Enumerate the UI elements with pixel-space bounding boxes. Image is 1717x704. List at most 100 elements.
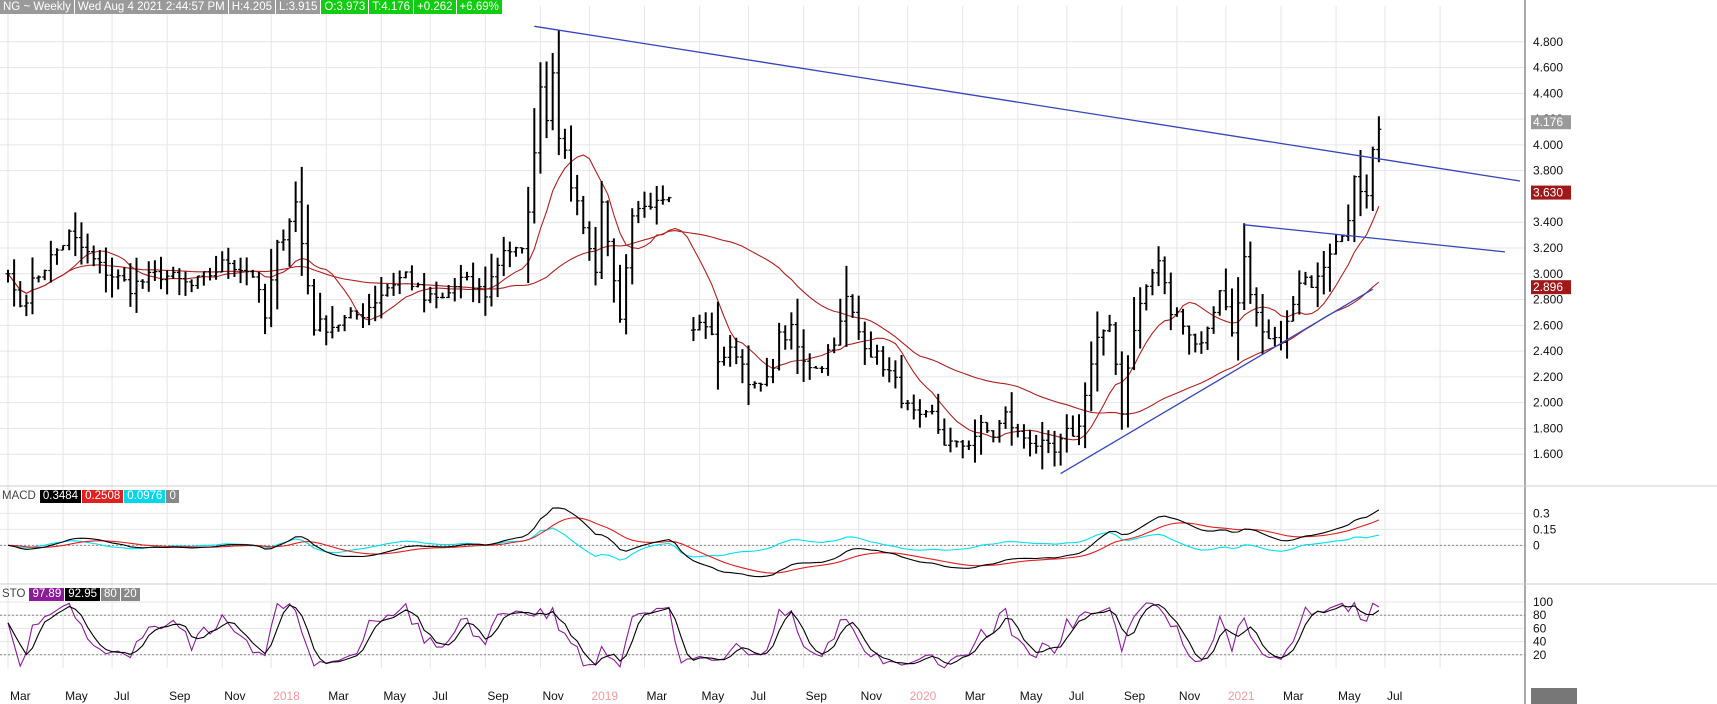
- price-bar: [170, 266, 176, 279]
- ma-long-tag: 2.896: [1533, 280, 1563, 294]
- price-bar: [574, 174, 580, 216]
- price-bar: [1198, 331, 1204, 354]
- price-bar: [544, 61, 550, 139]
- price-bar: [1009, 392, 1015, 446]
- x-axis-label: May: [1338, 689, 1361, 703]
- price-bar: [801, 329, 807, 382]
- price-bar: [1156, 246, 1162, 287]
- price-bar: [525, 186, 531, 284]
- x-axis-label: May: [65, 689, 88, 703]
- grid: [0, 6, 1525, 668]
- price-bar: [164, 270, 170, 295]
- x-axis-label: May: [383, 689, 406, 703]
- price-bar: [134, 257, 140, 313]
- x-axis-label: Sep: [487, 689, 509, 703]
- price-bar: [152, 260, 158, 281]
- sto-tick-label: 20: [1533, 648, 1547, 662]
- price-bar: [1021, 424, 1027, 449]
- price-bar: [256, 271, 262, 303]
- price-bar: [195, 275, 201, 289]
- price-bar: [207, 267, 213, 281]
- x-axis-label: Mar: [10, 689, 31, 703]
- price-bar: [72, 212, 78, 257]
- price-bar: [1211, 306, 1217, 334]
- low-label: L:3.915: [275, 0, 321, 14]
- price-bar: [1033, 434, 1039, 454]
- change-pct-label: +6.69%: [456, 0, 502, 14]
- sto-lower-value: 20: [120, 587, 140, 601]
- ma-long-tag-bg: [1531, 280, 1571, 295]
- symbol-label[interactable]: NG ~ Weekly: [0, 0, 74, 14]
- price-bar: [1131, 297, 1137, 371]
- price-bar: [1070, 415, 1076, 437]
- price-bar: [1143, 284, 1149, 311]
- macd-label: MACD: [2, 490, 36, 502]
- price-bar: [1247, 241, 1253, 304]
- price-bar: [1235, 277, 1241, 361]
- price-bar: [580, 195, 586, 235]
- price-bar: [427, 286, 433, 304]
- price-bar: [568, 125, 574, 202]
- price-bar: [923, 409, 929, 418]
- price-bar: [1333, 234, 1339, 255]
- x-axis-label: Mar: [965, 689, 986, 703]
- price-bar: [397, 270, 403, 295]
- price-bar: [641, 191, 647, 218]
- price-bar: [140, 279, 146, 289]
- price-bar: [629, 208, 635, 285]
- price-tick-label: 4.400: [1533, 86, 1563, 100]
- price-bar: [415, 282, 421, 288]
- price-bar: [1119, 351, 1125, 430]
- price-bar: [746, 345, 752, 406]
- price-tick-label: 2.400: [1533, 344, 1563, 358]
- price-bar: [366, 293, 372, 326]
- price-bar: [880, 346, 886, 377]
- price-bar: [458, 264, 464, 299]
- price-bar: [1229, 288, 1235, 337]
- price-bar: [91, 245, 97, 267]
- price-bar: [917, 399, 923, 428]
- price-bar: [831, 337, 837, 354]
- x-axis-label: May: [1020, 689, 1043, 703]
- price-bar: [770, 358, 776, 384]
- price-bar: [1241, 223, 1247, 311]
- price-bar: [1266, 319, 1272, 340]
- price-bar: [60, 244, 66, 251]
- price-bar: [213, 255, 219, 280]
- price-bar: [837, 298, 843, 346]
- price-bar: [201, 271, 207, 286]
- price-bar: [1302, 271, 1308, 286]
- x-axis-label: Jul: [1387, 689, 1402, 703]
- price-bar: [892, 360, 898, 389]
- x-axis-label: 2019: [591, 689, 618, 703]
- price-bar: [794, 298, 800, 374]
- price-bar: [905, 400, 911, 411]
- price-bar: [947, 427, 953, 453]
- price-bar: [1364, 174, 1370, 209]
- price-bar: [899, 355, 905, 409]
- price-bar: [1058, 433, 1064, 466]
- last-price-tag-bg: [1531, 115, 1571, 130]
- price-tick-label: 2.600: [1533, 318, 1563, 332]
- price-bar: [250, 269, 256, 278]
- price-bar: [66, 229, 72, 251]
- sto-label: STO: [2, 588, 26, 600]
- price-bar: [984, 421, 990, 433]
- price-bar: [1162, 256, 1168, 295]
- x-axis-label: May: [702, 689, 725, 703]
- price-bar: [513, 246, 519, 257]
- price-bar: [1339, 235, 1345, 243]
- price-bar: [54, 248, 60, 265]
- x-axis-label: Jul: [1069, 689, 1084, 703]
- macd-tick-label: 0.15: [1533, 522, 1557, 536]
- high-label: H:4.205: [228, 0, 275, 14]
- price-bar: [231, 260, 237, 277]
- price-bar: [788, 312, 794, 350]
- price-bar: [5, 269, 11, 283]
- price-bar: [317, 292, 323, 332]
- price-bar: [103, 247, 109, 293]
- price-bar: [727, 334, 733, 367]
- price-bar: [127, 263, 133, 307]
- price-bar: [721, 346, 727, 366]
